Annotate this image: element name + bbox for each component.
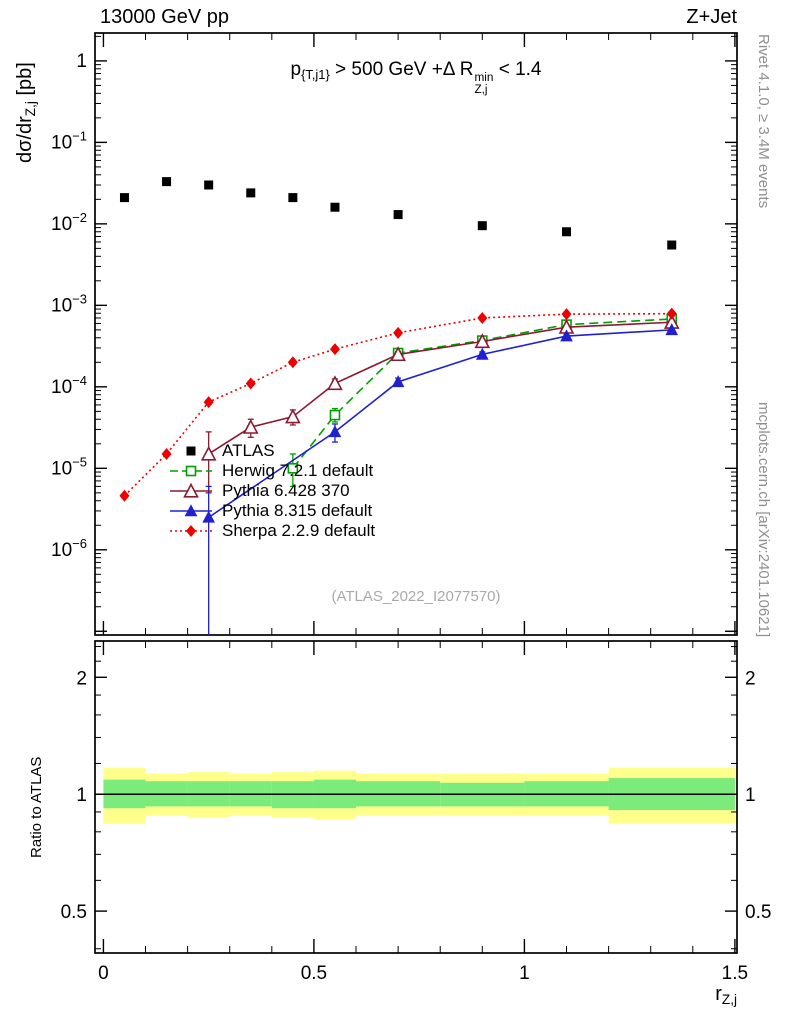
ratio-y-axis: 0.5 0.5 1 1 2 2 (61, 646, 771, 950)
legend-item-pythia6: Pythia 6.428 370 (168, 481, 375, 501)
ratio-y-tick-label-right: 2 (745, 668, 756, 689)
ratio-y-tick-label: 0.5 (61, 902, 87, 923)
pythia8-legend-marker-icon (170, 504, 212, 517)
analysis-id-watermark: (ATLAS_2022_I2077570) (331, 588, 501, 605)
main-y-tick-label: 10−3 (51, 291, 87, 316)
pythia6-legend-marker-icon (170, 482, 212, 498)
x-tick-label: 0.5 (301, 963, 327, 984)
legend-item-sherpa: Sherpa 2.2.9 default (168, 521, 375, 541)
legend-label: Pythia 6.428 370 (222, 481, 350, 500)
legend-label: Herwig 7.2.1 default (222, 461, 374, 480)
herwig-legend-marker-icon (170, 465, 212, 477)
rivet-version-note: Rivet 4.1.0, ≥ 3.4M events (755, 34, 772, 209)
main-y-axis-label: dσ/drZ,j [pb] (14, 62, 39, 163)
ratio-y-tick-label-right: 0.5 (745, 902, 771, 923)
x-tick-label: 1 (519, 963, 530, 984)
main-plot-frame (94, 32, 738, 636)
ratio-y-tick-label: 2 (76, 668, 87, 689)
series-atlas (119, 177, 677, 250)
legend-item-atlas: ATLAS (168, 441, 375, 461)
main-x-axis-ticks (102, 33, 736, 635)
collision-energy-label: 13000 GeV pp (100, 6, 229, 28)
series-sherpa (119, 307, 677, 502)
ratio-bands (103, 767, 735, 824)
main-y-axis: 1 10−1 10−2 10−3 10−4 10−5 10−6 (51, 35, 737, 632)
ratio-plot-frame (94, 640, 738, 954)
process-label: Z+Jet (686, 6, 737, 28)
main-y-tick-label: 10−5 (51, 454, 87, 479)
legend-label: Pythia 8.315 default (222, 501, 373, 520)
main-series (119, 177, 680, 635)
x-tick-label: 0 (98, 963, 109, 984)
legend-label: Sherpa 2.2.9 default (222, 521, 376, 540)
mcplots-citation-note: mcplots.cern.ch [arXiv:2401.10621] (755, 402, 772, 638)
legend-label: ATLAS (222, 441, 275, 460)
main-y-tick-label: 10−4 (51, 373, 87, 398)
legend: ATLAS Herwig 7.2.1 default Pythia 6.428 37… (168, 441, 375, 541)
main-y-tick-label: 1 (76, 51, 87, 72)
sherpa-legend-marker-icon (170, 525, 212, 537)
legend-item-pythia8: Pythia 8.315 default (168, 501, 375, 521)
ratio-y-tick-label-right: 1 (745, 785, 756, 806)
ratio-x-axis-ticks (102, 641, 736, 953)
main-y-tick-label: 10−2 (51, 210, 87, 235)
x-tick-label: 1.5 (722, 963, 748, 984)
x-axis-label: rZ,j (715, 983, 737, 1008)
atlas-legend-marker-icon (186, 446, 196, 456)
main-y-tick-label: 10−6 (51, 536, 87, 561)
series-pythia8 (202, 323, 679, 635)
x-tick-labels: 0 0.5 1 1.5 (98, 963, 748, 984)
ratio-y-tick-label: 1 (76, 785, 87, 806)
legend-item-herwig: Herwig 7.2.1 default (168, 461, 375, 481)
main-y-tick-label: 10−1 (51, 128, 87, 153)
ratio-y-axis-label: Ratio to ATLAS (28, 756, 45, 858)
